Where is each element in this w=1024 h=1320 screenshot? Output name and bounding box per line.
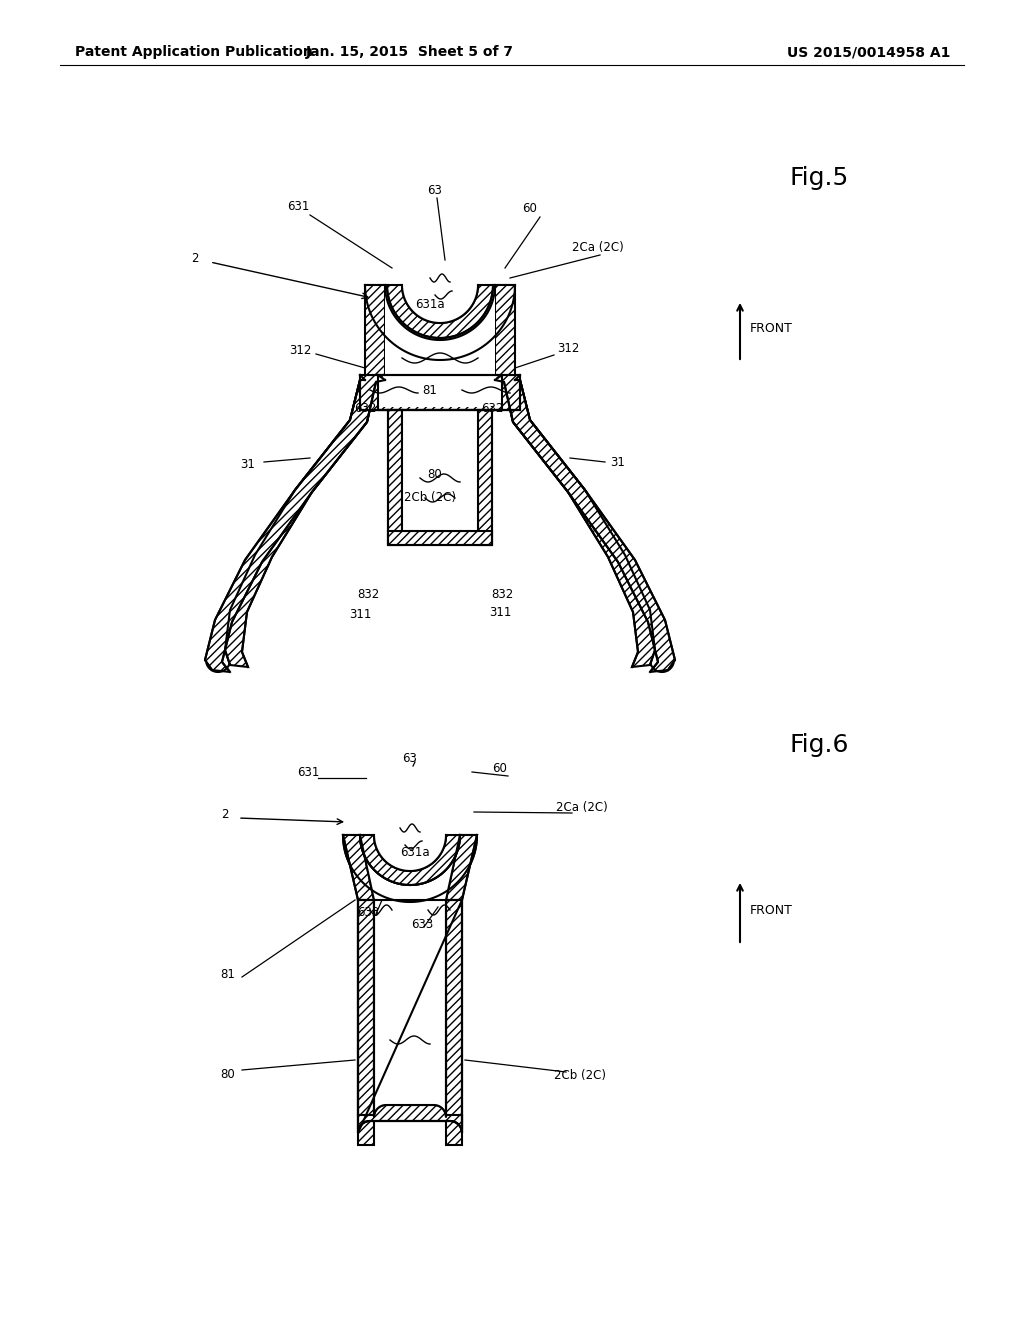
Polygon shape [402, 411, 478, 531]
Text: 63: 63 [428, 183, 442, 197]
Polygon shape [504, 380, 655, 667]
Text: Jan. 15, 2015  Sheet 5 of 7: Jan. 15, 2015 Sheet 5 of 7 [306, 45, 514, 59]
Text: 832: 832 [357, 589, 379, 602]
Polygon shape [495, 380, 675, 672]
Polygon shape [387, 285, 493, 338]
Polygon shape [402, 285, 478, 323]
Polygon shape [358, 1105, 462, 1133]
Text: 2Ca (2C): 2Ca (2C) [572, 242, 624, 255]
Text: 632: 632 [481, 401, 503, 414]
Polygon shape [360, 836, 460, 900]
Text: 311: 311 [488, 606, 511, 619]
Text: 633: 633 [411, 919, 433, 932]
Text: 80: 80 [428, 469, 442, 482]
Text: 81: 81 [220, 969, 236, 982]
Polygon shape [385, 285, 495, 341]
Text: Patent Application Publication: Patent Application Publication [75, 45, 312, 59]
Polygon shape [225, 380, 376, 667]
Polygon shape [388, 531, 492, 545]
Text: 631: 631 [287, 201, 309, 214]
Text: 31: 31 [610, 455, 626, 469]
Text: 311: 311 [349, 607, 371, 620]
Text: FRONT: FRONT [750, 322, 793, 334]
Text: 2Ca (2C): 2Ca (2C) [556, 801, 608, 814]
Polygon shape [446, 900, 462, 1144]
Polygon shape [385, 285, 495, 380]
Text: 312: 312 [289, 343, 311, 356]
Text: 80: 80 [220, 1068, 236, 1081]
Polygon shape [478, 411, 492, 545]
Text: 631a: 631a [400, 846, 430, 858]
Polygon shape [360, 836, 460, 884]
Text: 60: 60 [522, 202, 538, 214]
Text: 60: 60 [493, 762, 508, 775]
Polygon shape [378, 378, 502, 407]
Polygon shape [358, 900, 374, 1144]
Text: FRONT: FRONT [750, 903, 793, 916]
Polygon shape [446, 836, 477, 900]
Polygon shape [374, 836, 446, 871]
Text: 63: 63 [402, 751, 418, 764]
Text: 312: 312 [557, 342, 580, 355]
Polygon shape [374, 900, 446, 1117]
Text: 631a: 631a [415, 298, 444, 312]
Text: 631: 631 [297, 766, 319, 779]
Text: 2: 2 [221, 808, 228, 821]
Polygon shape [205, 380, 385, 672]
Polygon shape [365, 285, 515, 360]
Polygon shape [388, 411, 402, 545]
Text: Fig.5: Fig.5 [790, 166, 849, 190]
Text: 2Cb (2C): 2Cb (2C) [404, 491, 456, 503]
Text: 31: 31 [241, 458, 255, 471]
Text: US 2015/0014958 A1: US 2015/0014958 A1 [786, 45, 950, 59]
Polygon shape [365, 285, 385, 380]
Polygon shape [360, 836, 460, 884]
Polygon shape [343, 836, 477, 902]
Text: 633: 633 [357, 906, 379, 919]
Text: 2Cb (2C): 2Cb (2C) [554, 1068, 606, 1081]
Text: 832: 832 [490, 587, 513, 601]
Text: 81: 81 [423, 384, 437, 396]
Text: Fig.6: Fig.6 [790, 733, 850, 756]
Text: 632: 632 [354, 401, 376, 414]
Polygon shape [343, 836, 374, 900]
Polygon shape [495, 285, 515, 380]
Text: 2: 2 [191, 252, 199, 264]
Polygon shape [360, 375, 520, 411]
